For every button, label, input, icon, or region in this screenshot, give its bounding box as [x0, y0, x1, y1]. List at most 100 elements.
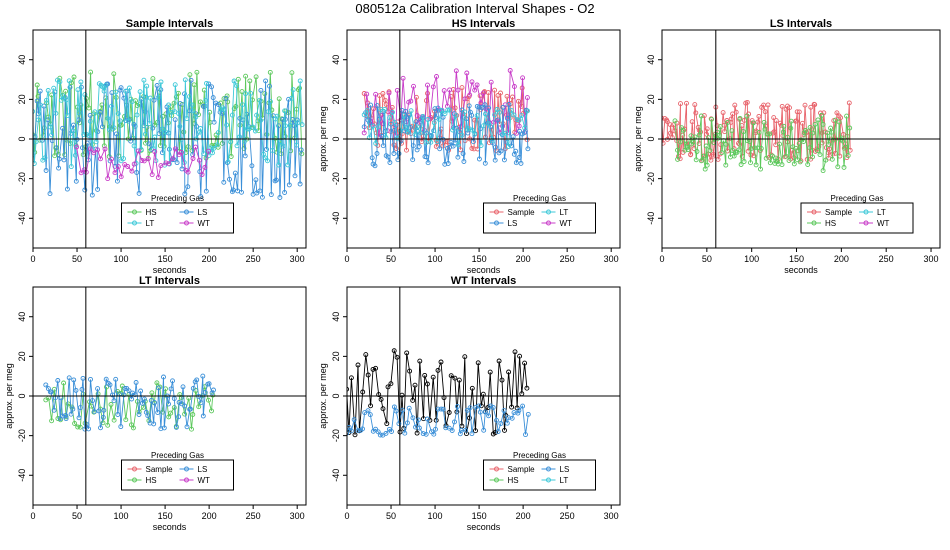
y-tick-label: 40 [331, 312, 341, 322]
data-point [67, 84, 73, 90]
data-point [459, 132, 465, 138]
data-point [184, 424, 190, 430]
data-point [177, 123, 183, 129]
data-point [123, 88, 128, 94]
data-point [370, 123, 376, 129]
legend-entry-label: Sample [508, 465, 536, 474]
figure-title: 080512a Calibration Interval Shapes - O2 [355, 1, 594, 16]
data-point [224, 160, 230, 166]
data-point [113, 131, 119, 137]
data-point [741, 159, 747, 164]
data-point [437, 146, 443, 152]
data-point [835, 164, 841, 170]
data-point [503, 130, 509, 136]
data-point [258, 87, 264, 93]
data-point [716, 133, 722, 138]
data-point [667, 122, 673, 128]
data-point [501, 157, 507, 163]
data-point [121, 392, 127, 398]
data-point [452, 419, 457, 425]
data-point [129, 396, 135, 402]
legend-entry-label: LS [560, 465, 570, 474]
legend-entry-label: WT [560, 219, 573, 228]
data-point [115, 164, 121, 170]
data-point [507, 68, 513, 73]
x-tick-label: 0 [30, 511, 35, 521]
data-point [370, 366, 376, 372]
data-point [815, 117, 821, 123]
data-point [732, 102, 738, 108]
data-point [155, 410, 161, 415]
data-point [117, 87, 123, 93]
data-point [445, 161, 451, 166]
y-tick-label: 20 [646, 94, 656, 104]
data-point [190, 385, 196, 391]
data-point [115, 412, 121, 417]
data-point [118, 424, 124, 430]
data-point [456, 377, 462, 383]
data-point [740, 129, 746, 135]
data-point [89, 192, 95, 198]
data-point [113, 89, 119, 95]
data-point [378, 396, 384, 402]
data-point [191, 82, 197, 88]
data-point [492, 112, 498, 118]
data-point [234, 83, 240, 89]
data-point [366, 135, 372, 141]
data-point [187, 406, 193, 412]
data-point [239, 102, 245, 108]
y-tick-label: -20 [17, 429, 27, 442]
x-tick-label: 0 [344, 511, 349, 521]
data-point [198, 99, 203, 105]
legend-swatch-point [494, 466, 499, 472]
x-tick-label: 250 [560, 254, 575, 264]
chart-ls: LS Intervals 0 50 100 150 200 250 300 -40 -20 0 20 4… [633, 18, 941, 275]
y-tick-label: 40 [17, 312, 27, 322]
data-point [118, 85, 124, 91]
data-point [720, 110, 726, 116]
data-point [233, 104, 239, 109]
data-point [186, 94, 192, 100]
x-tick-label: 300 [290, 511, 305, 521]
data-point [224, 93, 230, 99]
data-point [796, 109, 802, 115]
data-point [298, 147, 304, 153]
data-point [814, 148, 820, 153]
legend-swatch-point [546, 220, 551, 226]
legend-box [121, 202, 234, 234]
data-point [105, 422, 111, 428]
data-point [467, 405, 473, 411]
legend-swatch-point [494, 220, 499, 226]
data-point [115, 111, 121, 117]
plot-area [361, 68, 531, 169]
data-point [201, 151, 207, 157]
data-point [158, 163, 164, 169]
data-point [509, 415, 515, 421]
data-point [455, 142, 461, 148]
y-tick-label: -20 [17, 172, 27, 185]
data-point [114, 178, 120, 184]
data-point [771, 129, 777, 135]
legend-entry-label: WT [198, 476, 211, 485]
data-point [407, 124, 413, 130]
data-point [672, 128, 678, 134]
data-point [819, 113, 825, 118]
data-point [455, 87, 461, 93]
data-point [494, 107, 500, 112]
panel-title: LT Intervals [139, 275, 200, 287]
data-point [416, 143, 422, 149]
data-point [469, 127, 475, 133]
data-point [196, 112, 201, 118]
data-point [477, 126, 483, 132]
data-point [198, 194, 204, 200]
data-point [758, 146, 764, 151]
data-point [744, 113, 750, 119]
data-point [144, 83, 150, 89]
data-point [33, 108, 36, 114]
data-point [152, 149, 158, 155]
data-point [424, 416, 430, 422]
data-point [86, 105, 92, 111]
data-point [71, 122, 76, 128]
data-point [188, 77, 194, 83]
data-point [373, 141, 379, 146]
